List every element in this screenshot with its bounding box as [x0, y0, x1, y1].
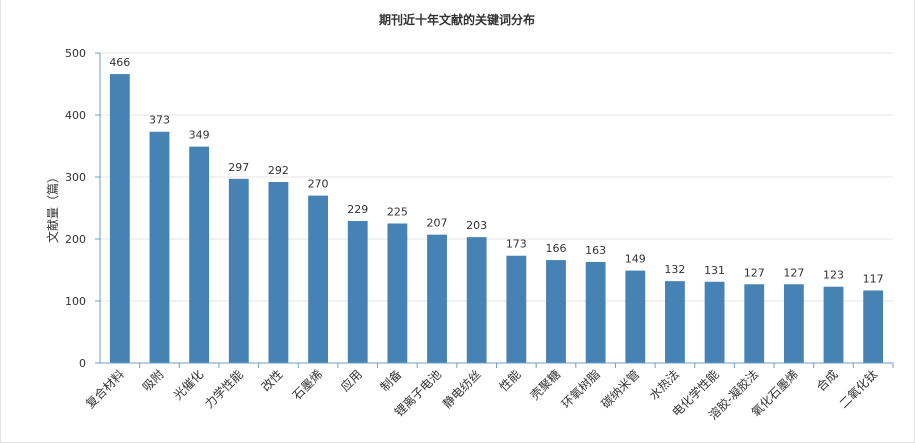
data-label: 466	[109, 56, 130, 69]
y-tick-label: 0	[79, 357, 86, 370]
bar	[387, 223, 408, 363]
x-tick-label: 改性	[259, 367, 286, 394]
grid-lines	[100, 52, 893, 302]
labels: 0 100 200 300 400 500 466 复合材料 373 吸附 349 光催化 297 力学性…	[65, 47, 884, 423]
x-tick-label: 复合材料	[82, 367, 127, 412]
x-tick-label: 应用	[337, 367, 365, 395]
bar	[783, 284, 804, 363]
bars	[109, 74, 884, 363]
y-tick-label: 100	[65, 295, 86, 308]
x-tick-label: 光催化	[171, 367, 206, 402]
data-label: 149	[625, 253, 646, 266]
data-label: 207	[427, 217, 448, 230]
axes	[95, 52, 894, 368]
x-tick-label: 制备	[378, 367, 405, 394]
bar	[744, 284, 765, 363]
bar	[308, 195, 328, 363]
bar	[109, 74, 130, 363]
x-tick-label: 合成	[813, 367, 841, 395]
bar	[625, 270, 646, 363]
x-tick-label: 静电纺丝	[440, 367, 484, 411]
x-tick-label: 力学性能	[201, 367, 246, 412]
x-tick-label: 吸附	[140, 367, 167, 394]
bar	[823, 286, 844, 363]
data-label: 117	[863, 272, 884, 285]
bar	[665, 281, 685, 363]
data-label: 225	[387, 206, 408, 219]
data-label: 203	[466, 219, 487, 232]
bar	[427, 234, 447, 363]
x-tick-label: 石墨烯	[290, 367, 325, 402]
x-tick-label: 碳纳米管	[598, 367, 643, 412]
data-label: 292	[268, 164, 289, 177]
bar	[506, 255, 527, 363]
data-label: 297	[228, 161, 249, 174]
bar	[149, 131, 170, 363]
x-tick-label: 环氧树脂	[558, 367, 603, 412]
data-label: 127	[744, 266, 765, 279]
data-label: 131	[704, 264, 725, 277]
data-label: 123	[823, 269, 844, 282]
bar	[704, 281, 725, 363]
y-axis-label: 文献量（篇）	[45, 171, 60, 243]
data-label: 349	[189, 129, 210, 142]
y-tick-label: 300	[65, 171, 86, 184]
y-tick-label: 500	[65, 47, 86, 60]
x-tick-label: 水热法	[647, 367, 682, 402]
x-tick-label: 性能	[497, 367, 524, 394]
y-tick-label: 400	[65, 109, 86, 122]
data-label: 173	[506, 238, 527, 251]
chart-title: 期刊近十年文献的关键词分布	[379, 12, 535, 27]
bar	[228, 178, 249, 363]
data-label: 373	[149, 114, 170, 127]
bar	[347, 221, 368, 363]
bar	[863, 290, 884, 363]
data-label: 163	[585, 244, 606, 257]
y-tick-label: 200	[65, 233, 86, 246]
bar	[268, 181, 289, 363]
bar	[466, 237, 487, 363]
bar	[189, 146, 210, 363]
data-label: 132	[664, 263, 685, 276]
data-label: 229	[347, 203, 368, 216]
data-label: 127	[783, 266, 804, 279]
data-label: 270	[308, 178, 329, 191]
x-tick-label: 壳聚糖	[527, 367, 563, 403]
x-tick-label: 二氧化钛	[836, 367, 881, 412]
bar	[546, 260, 566, 363]
bar	[585, 261, 606, 363]
data-label: 166	[545, 242, 566, 255]
